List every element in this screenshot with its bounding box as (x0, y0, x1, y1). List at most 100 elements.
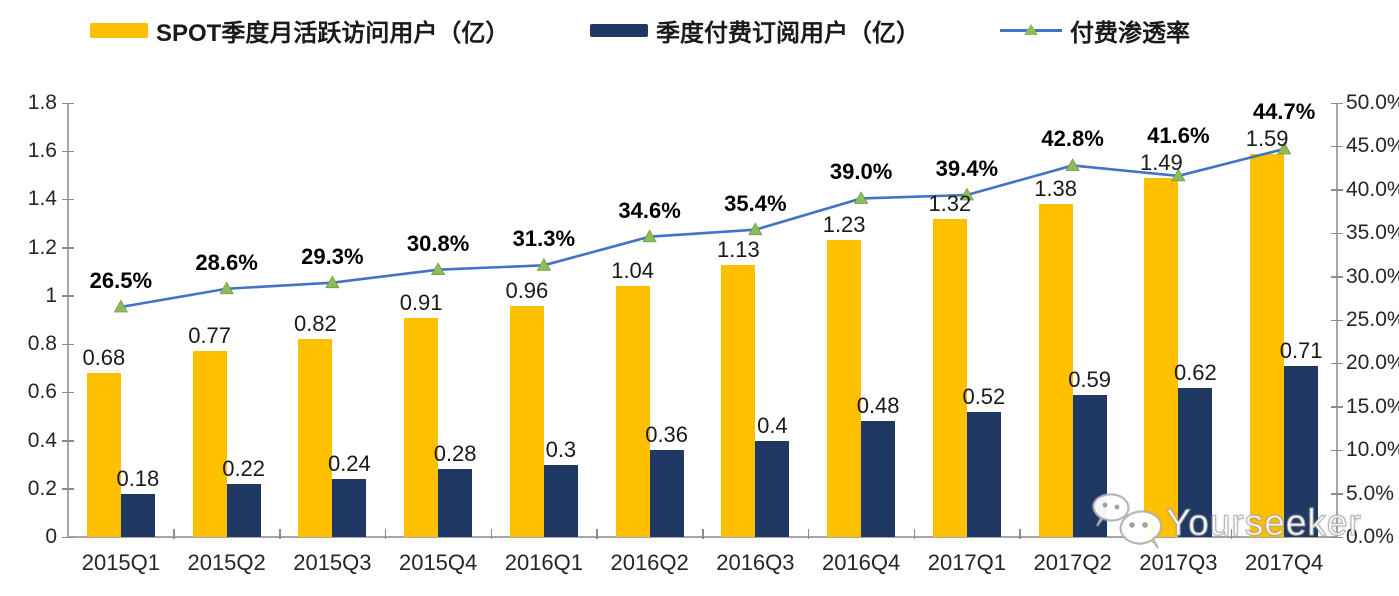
bar-mau (404, 317, 439, 537)
x-axis-tick (913, 529, 915, 539)
bar-subscribers (1178, 387, 1213, 537)
legend-label-mau: SPOT季度月活跃访问用户（亿） (156, 19, 510, 47)
right-axis-tick (1331, 536, 1343, 538)
left-axis-tick-label: 0.4 (27, 428, 57, 452)
bar-subscribers-value-label: 0.22 (222, 455, 266, 481)
bar-subscribers-value-label: 0.28 (433, 441, 477, 467)
left-axis-tick (62, 102, 74, 104)
right-axis-tick-label: 50.0% (1346, 91, 1399, 114)
x-axis-category-label: 2015Q1 (81, 550, 161, 575)
bar-subscribers (966, 411, 1001, 537)
left-axis-tick (62, 488, 74, 490)
penetration-marker-icon (325, 275, 340, 289)
penetration-value-label: 30.8% (406, 230, 470, 256)
right-axis-tick (1331, 145, 1343, 148)
penetration-marker-icon (642, 229, 657, 243)
left-axis-tick (62, 150, 74, 153)
x-axis-category-label: 2017Q1 (927, 550, 1007, 575)
penetration-value-label: 26.5% (89, 267, 153, 293)
legend-label-subscribers: 季度付费订阅用户（亿） (656, 19, 920, 47)
left-axis-line (67, 103, 69, 537)
penetration-marker-icon (536, 258, 552, 271)
x-axis-category-label: 2016Q2 (610, 550, 689, 575)
bar-mau (615, 286, 650, 537)
right-axis-tick (1331, 406, 1343, 408)
legend-label-penetration: 付费渗透率 (1070, 19, 1190, 47)
x-axis-category-label: 2016Q1 (504, 550, 584, 575)
penetration-value-label: 34.6% (618, 197, 681, 223)
right-axis-tick-label: 20.0% (1346, 351, 1399, 375)
wechat-icon (1092, 493, 1163, 549)
right-axis-tick (1331, 362, 1343, 365)
penetration-marker-icon (219, 281, 234, 295)
right-axis-tick (1331, 493, 1343, 495)
left-axis-tick (62, 536, 74, 538)
bar-subscribers-value-label: 0.71 (1279, 337, 1323, 363)
penetration-value-label: 41.6% (1147, 122, 1210, 148)
right-axis-tick (1331, 189, 1343, 191)
bar-subscribers-value-label: 0.24 (327, 451, 371, 477)
x-axis-tick (1019, 529, 1021, 539)
bar-subscribers-value-label: 0.3 (545, 436, 577, 462)
left-axis-tick-label: 0.6 (27, 380, 57, 404)
right-axis-tick-label: 15.0% (1346, 394, 1399, 418)
left-axis-tick (62, 198, 74, 201)
bar-mau-value-label: 0.68 (82, 345, 126, 371)
bar-mau-value-label: 1.59 (1245, 125, 1289, 151)
penetration-marker-icon (113, 299, 129, 313)
x-axis-tick (279, 529, 281, 539)
watermark: Yourseeker (1088, 492, 1362, 554)
legend-triangle-marker-icon (1024, 24, 1038, 35)
right-axis-tick-label: 30.0% (1346, 264, 1399, 288)
penetration-value-label: 39.4% (935, 156, 999, 181)
bar-mau (298, 339, 333, 537)
penetration-line (120, 147, 1285, 309)
x-axis-category-label: 2016Q3 (716, 550, 795, 575)
left-axis-tick-label: 0 (45, 525, 57, 548)
bar-mau (1144, 177, 1179, 537)
bar-mau-value-label: 1.23 (822, 212, 866, 238)
bar-subscribers-value-label: 0.52 (962, 383, 1006, 409)
x-axis-category-label: 2017Q4 (1244, 550, 1324, 575)
bar-mau (932, 218, 967, 537)
bar-mau (86, 373, 121, 537)
x-axis-category-label: 2017Q2 (1033, 550, 1112, 575)
bar-subscribers-value-label: 0.18 (116, 465, 160, 491)
bar-subscribers-value-label: 0.48 (856, 393, 900, 419)
bar-mau-value-label: 1.38 (1034, 176, 1078, 202)
left-axis-tick-label: 1.6 (27, 139, 57, 163)
penetration-marker-icon (748, 222, 763, 236)
penetration-marker-icon (430, 262, 446, 276)
bar-subscribers-value-label: 0.62 (1173, 359, 1217, 385)
bar-subscribers-value-label: 0.59 (1068, 366, 1112, 392)
left-axis-tick (62, 391, 74, 394)
legend-item-mau: SPOT季度月活跃访问用户（亿） (90, 10, 509, 50)
bar-mau-value-label: 0.77 (188, 323, 232, 349)
right-axis-tick-label: 5.0% (1346, 481, 1394, 505)
left-axis-tick (62, 247, 74, 249)
left-axis-tick (62, 343, 74, 346)
x-axis-tick (1230, 529, 1233, 539)
legend-swatch-subscribers-icon (590, 23, 648, 37)
left-axis-tick (62, 295, 74, 297)
x-axis-tick (173, 529, 175, 539)
legend-item-subscribers: 季度付费订阅用户（亿） (590, 10, 920, 50)
left-axis-tick-label: 1 (45, 283, 57, 307)
x-axis-category-label: 2015Q3 (293, 550, 372, 575)
legend-swatch-penetration-icon (1000, 23, 1062, 37)
bar-subscribers (755, 440, 790, 537)
x-axis-tick (384, 529, 387, 539)
bar-mau-value-label: 0.91 (399, 289, 443, 315)
bar-subscribers (1284, 365, 1319, 537)
bar-mau-value-label: 0.96 (505, 277, 549, 303)
penetration-value-label: 35.4% (724, 190, 787, 216)
x-axis-category-label: 2015Q2 (187, 550, 266, 575)
penetration-marker-icon (1065, 158, 1080, 171)
right-axis-tick-label: 25.0% (1346, 308, 1399, 331)
right-axis-tick-label: 40.0% (1346, 177, 1399, 201)
left-axis-tick (62, 440, 74, 442)
x-axis-tick (490, 529, 492, 539)
bar-subscribers-value-label: 0.36 (645, 422, 689, 448)
bar-mau-value-label: 0.82 (293, 311, 337, 337)
